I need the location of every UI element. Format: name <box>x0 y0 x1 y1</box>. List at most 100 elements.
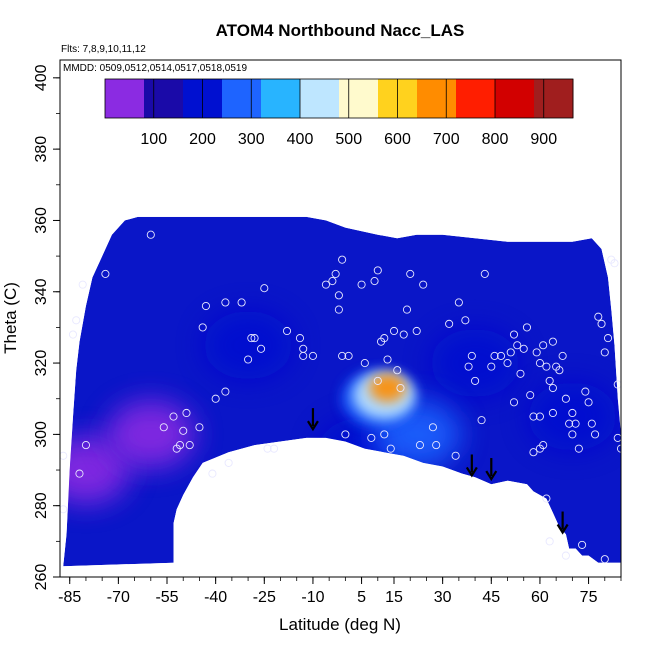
x-tick-label: 45 <box>482 589 500 606</box>
y-axis-label: Theta (C) <box>1 282 20 354</box>
observation-point <box>308 351 317 360</box>
colorbar-tick-label: 100 <box>140 131 167 148</box>
x-tick-label: 15 <box>385 589 403 606</box>
observation-point <box>373 376 382 385</box>
observation-point <box>526 391 535 400</box>
observation-point <box>344 351 353 360</box>
flight-arrow <box>465 454 478 478</box>
flight-arrow <box>485 458 498 482</box>
observation-point <box>179 426 188 435</box>
observation-point <box>321 280 330 289</box>
x-axis: -85 -70 -55 -40 -25 -10 5 15 30 45 60 75 <box>58 577 622 606</box>
observation-point <box>402 305 412 314</box>
observation-point <box>597 319 606 328</box>
y-tick-label: 380 <box>33 136 50 163</box>
colorbar-segment <box>456 79 496 118</box>
observation-point <box>548 383 557 393</box>
field-blob <box>369 374 406 403</box>
observation-point <box>334 305 343 314</box>
observation-point <box>513 341 522 350</box>
observation-point <box>250 334 259 343</box>
observation-point <box>159 423 168 432</box>
colorbar-tick-label: 800 <box>482 131 509 148</box>
colorbar-tick-label: 200 <box>189 131 216 148</box>
colorbar-frame <box>104 78 574 119</box>
observation-point <box>201 301 210 311</box>
observation-point <box>211 394 220 403</box>
observation-point <box>175 441 185 450</box>
observation-point <box>195 423 204 432</box>
observation-point <box>490 351 499 360</box>
observation-point <box>367 433 376 442</box>
observation-point <box>393 366 402 375</box>
observation-point <box>338 255 347 264</box>
observation-point <box>539 341 548 350</box>
observation-point <box>386 444 395 453</box>
y-tick-label: 320 <box>33 350 50 377</box>
observation-point <box>548 337 557 346</box>
observation-point <box>182 408 191 418</box>
field-base <box>63 216 621 567</box>
colorbar-tick-label: 400 <box>287 131 314 148</box>
x-tick-label: 30 <box>434 589 452 606</box>
observation-point <box>383 355 392 364</box>
observation-point <box>389 326 399 336</box>
colorbar-segment <box>339 79 379 118</box>
observation-point <box>454 298 463 307</box>
observation-point <box>532 348 541 357</box>
observation-point <box>81 441 90 450</box>
observation-point <box>396 383 405 393</box>
observation-point <box>461 316 470 325</box>
observation-point <box>72 316 81 325</box>
colorbar-tick-label: 300 <box>238 131 265 148</box>
colorbar-segment <box>105 79 145 118</box>
observation-point <box>600 555 609 564</box>
observation-point <box>334 291 343 300</box>
observation-point <box>269 444 279 453</box>
observation-point <box>503 359 512 368</box>
observation-point <box>260 284 269 293</box>
colorbar-tick-label: 600 <box>384 131 411 148</box>
observation-point <box>419 280 428 289</box>
observation-points <box>60 230 621 564</box>
observation-point <box>282 326 292 336</box>
observation-point <box>78 280 87 289</box>
observation-point <box>169 412 178 421</box>
observation-point <box>581 387 590 396</box>
x-tick-label: 5 <box>357 589 366 606</box>
observation-point <box>146 230 155 239</box>
observation-point <box>208 469 217 478</box>
y-tick-label: 300 <box>33 421 50 448</box>
colorbar-segment <box>534 79 574 118</box>
observation-point <box>529 412 538 421</box>
colorbar-segment <box>261 79 301 118</box>
observation-point <box>545 376 554 385</box>
observation-point <box>471 376 480 385</box>
x-tick-label: -70 <box>107 589 130 606</box>
observation-point <box>380 334 389 343</box>
observation-point <box>380 430 389 439</box>
observation-point <box>451 451 460 460</box>
x-tick-label: -40 <box>204 589 227 606</box>
observation-point <box>516 369 525 378</box>
observation-point <box>60 505 68 514</box>
observation-point <box>558 351 567 360</box>
observation-point <box>445 319 454 328</box>
observation-point <box>555 366 564 375</box>
observation-point <box>542 494 551 503</box>
observation-point <box>600 348 609 357</box>
observation-point <box>487 362 496 371</box>
field-blob <box>106 400 195 469</box>
chart-title: ATOM4 Northbound Nacc_LAS <box>216 21 465 40</box>
flight-arrows <box>307 408 569 535</box>
y-tick-label: 280 <box>33 492 50 519</box>
observation-point <box>480 269 489 278</box>
colorbar-segment <box>222 79 262 118</box>
observation-point <box>263 444 272 453</box>
plot-frame <box>59 59 622 578</box>
observation-point <box>224 458 233 467</box>
observation-point <box>594 312 603 321</box>
observation-point <box>373 266 382 275</box>
observation-point <box>464 362 473 371</box>
colorbar-tick-label: 900 <box>530 131 557 148</box>
